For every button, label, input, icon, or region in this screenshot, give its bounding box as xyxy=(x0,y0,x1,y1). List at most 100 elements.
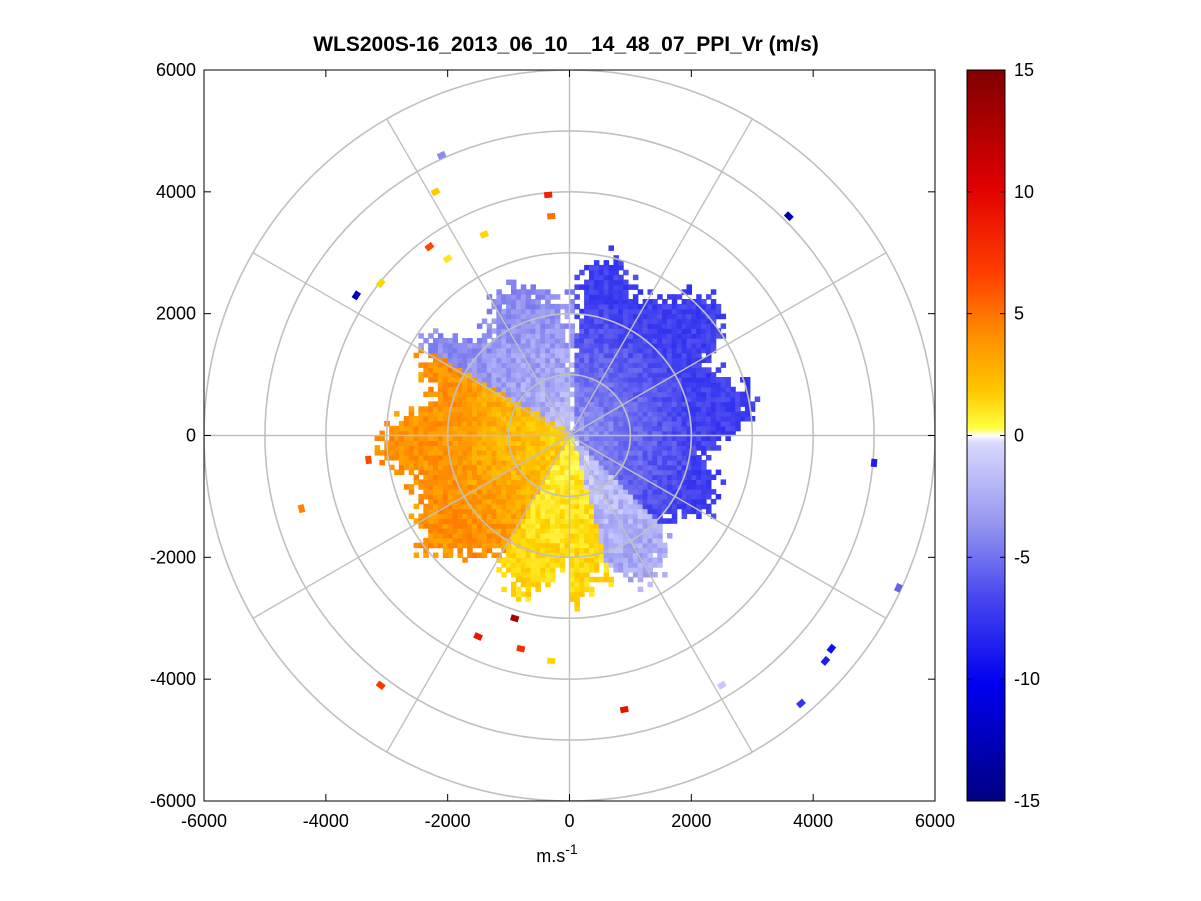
field-cell xyxy=(691,494,697,500)
field-cell xyxy=(530,455,536,461)
field-cell xyxy=(628,498,634,505)
field-cell xyxy=(433,542,439,549)
field-cell xyxy=(545,508,551,515)
field-cell xyxy=(491,367,497,373)
field-cell xyxy=(472,552,478,558)
field-cell xyxy=(706,420,712,427)
field-cell xyxy=(686,474,692,480)
field-cell xyxy=(618,420,624,427)
field-cell xyxy=(476,377,483,383)
field-cell xyxy=(472,489,478,495)
field-cell xyxy=(637,547,644,554)
field-cell xyxy=(423,479,429,485)
field-cell xyxy=(735,420,741,427)
field-cell xyxy=(584,347,590,354)
field-cell xyxy=(423,455,429,461)
field-cell xyxy=(462,425,468,432)
field-cell xyxy=(613,308,619,315)
field-cell xyxy=(530,576,536,583)
field-cell xyxy=(632,328,639,334)
field-cell xyxy=(535,430,541,437)
field-cell xyxy=(457,503,463,510)
field-cell xyxy=(593,342,600,349)
field-cell xyxy=(501,494,507,500)
field-cell xyxy=(447,547,454,554)
field-cell xyxy=(569,450,575,456)
field-cell xyxy=(628,323,634,329)
field-cell xyxy=(647,396,653,402)
field-cell xyxy=(593,396,600,402)
field-cell xyxy=(623,459,629,466)
field-cell xyxy=(467,445,473,451)
field-cell xyxy=(628,377,634,383)
field-cell xyxy=(652,416,658,422)
field-cell xyxy=(559,347,566,354)
field-cell xyxy=(593,557,600,563)
field-cell xyxy=(467,338,473,344)
field-cell xyxy=(501,372,507,378)
field-cell xyxy=(574,406,580,412)
field-cell xyxy=(486,308,493,315)
field-cell xyxy=(408,435,415,441)
field-cell xyxy=(559,406,566,412)
field-cell xyxy=(379,430,385,437)
field-cell xyxy=(676,455,683,461)
field-cell xyxy=(710,411,717,417)
field-cell xyxy=(628,464,634,471)
field-cell xyxy=(657,445,663,451)
field-cell xyxy=(691,328,697,334)
field-cell xyxy=(525,518,532,524)
field-cell xyxy=(413,459,420,466)
field-cell xyxy=(545,338,551,344)
field-cell xyxy=(730,416,736,422)
field-cell xyxy=(520,367,527,373)
field-cell xyxy=(676,489,683,495)
field-cell xyxy=(467,367,473,373)
field-cell xyxy=(569,518,575,524)
field-cell xyxy=(525,303,532,310)
field-cell xyxy=(584,420,590,427)
field-cell xyxy=(598,445,605,451)
field-cell xyxy=(496,474,502,480)
field-cell xyxy=(657,542,663,549)
field-cell xyxy=(613,318,619,324)
field-cell xyxy=(696,498,702,505)
field-cell xyxy=(618,508,624,515)
field-cell xyxy=(662,328,668,334)
field-cell xyxy=(476,362,483,368)
field-cell xyxy=(652,372,658,378)
field-cell xyxy=(442,489,449,495)
field-cell xyxy=(608,289,614,295)
field-cell xyxy=(574,294,580,300)
field-cell xyxy=(559,523,566,529)
field-cell xyxy=(628,445,634,451)
field-cell xyxy=(574,533,580,539)
field-cell xyxy=(496,367,502,373)
field-cell xyxy=(584,406,590,412)
field-cell xyxy=(632,299,639,305)
field-cell xyxy=(506,381,512,388)
field-cell xyxy=(652,435,658,441)
field-cell xyxy=(433,484,439,490)
field-cell xyxy=(676,411,683,417)
field-cell xyxy=(535,299,541,305)
field-cell xyxy=(667,533,673,539)
field-cell xyxy=(457,474,463,480)
field-cell xyxy=(637,557,644,563)
field-cell xyxy=(593,459,600,466)
field-cell xyxy=(589,289,595,295)
field-cell xyxy=(496,503,502,510)
field-cell xyxy=(603,289,610,295)
field-cell xyxy=(472,411,478,417)
field-cell xyxy=(452,455,458,461)
field-cell xyxy=(671,381,678,388)
field-cell xyxy=(413,420,420,427)
field-cell xyxy=(476,435,483,441)
field-cell xyxy=(603,503,610,510)
field-cell xyxy=(584,411,590,417)
field-cell xyxy=(496,567,502,573)
field-cell xyxy=(467,391,473,398)
field-cell xyxy=(642,420,649,427)
field-cell xyxy=(608,269,614,276)
field-cell xyxy=(525,494,532,500)
